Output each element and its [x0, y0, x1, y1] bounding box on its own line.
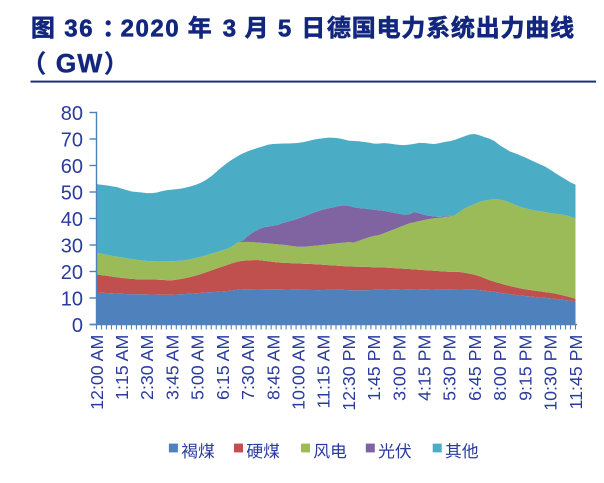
svg-text:20: 20 — [61, 262, 83, 284]
svg-text:5:30 PM: 5:30 PM — [440, 335, 460, 401]
svg-text:6:45 PM: 6:45 PM — [465, 335, 485, 401]
svg-text:10:30 PM: 10:30 PM — [541, 335, 561, 411]
svg-text:10: 10 — [61, 288, 83, 310]
svg-text:3:45 AM: 3:45 AM — [162, 335, 182, 400]
svg-text:3:00 PM: 3:00 PM — [389, 335, 409, 401]
svg-text:1:15 AM: 1:15 AM — [112, 335, 132, 400]
svg-text:12:30 PM: 12:30 PM — [339, 335, 359, 411]
svg-text:9:15 PM: 9:15 PM — [515, 335, 535, 401]
svg-text:40: 40 — [61, 209, 83, 231]
svg-text:50: 50 — [61, 182, 83, 204]
svg-text:80: 80 — [61, 103, 83, 125]
svg-text:8:00 PM: 8:00 PM — [490, 335, 510, 401]
svg-text:2:30 AM: 2:30 AM — [137, 335, 157, 400]
svg-text:5:00 AM: 5:00 AM — [188, 335, 208, 400]
svg-text:70: 70 — [61, 129, 83, 151]
svg-text:11:15 AM: 11:15 AM — [314, 335, 334, 409]
svg-text:10:00 AM: 10:00 AM — [289, 335, 309, 410]
svg-text:7:30 AM: 7:30 AM — [238, 335, 258, 400]
svg-text:12:00 AM: 12:00 AM — [87, 335, 107, 410]
svg-text:1:45 PM: 1:45 PM — [364, 335, 384, 401]
svg-text:30: 30 — [61, 235, 83, 257]
svg-text:11:45 PM: 11:45 PM — [566, 335, 586, 410]
svg-text:60: 60 — [61, 156, 83, 178]
svg-text:4:15 PM: 4:15 PM — [415, 335, 435, 401]
svg-text:6:15 AM: 6:15 AM — [213, 335, 233, 400]
svg-text:0: 0 — [72, 315, 83, 337]
svg-text:8:45 AM: 8:45 AM — [263, 335, 283, 400]
